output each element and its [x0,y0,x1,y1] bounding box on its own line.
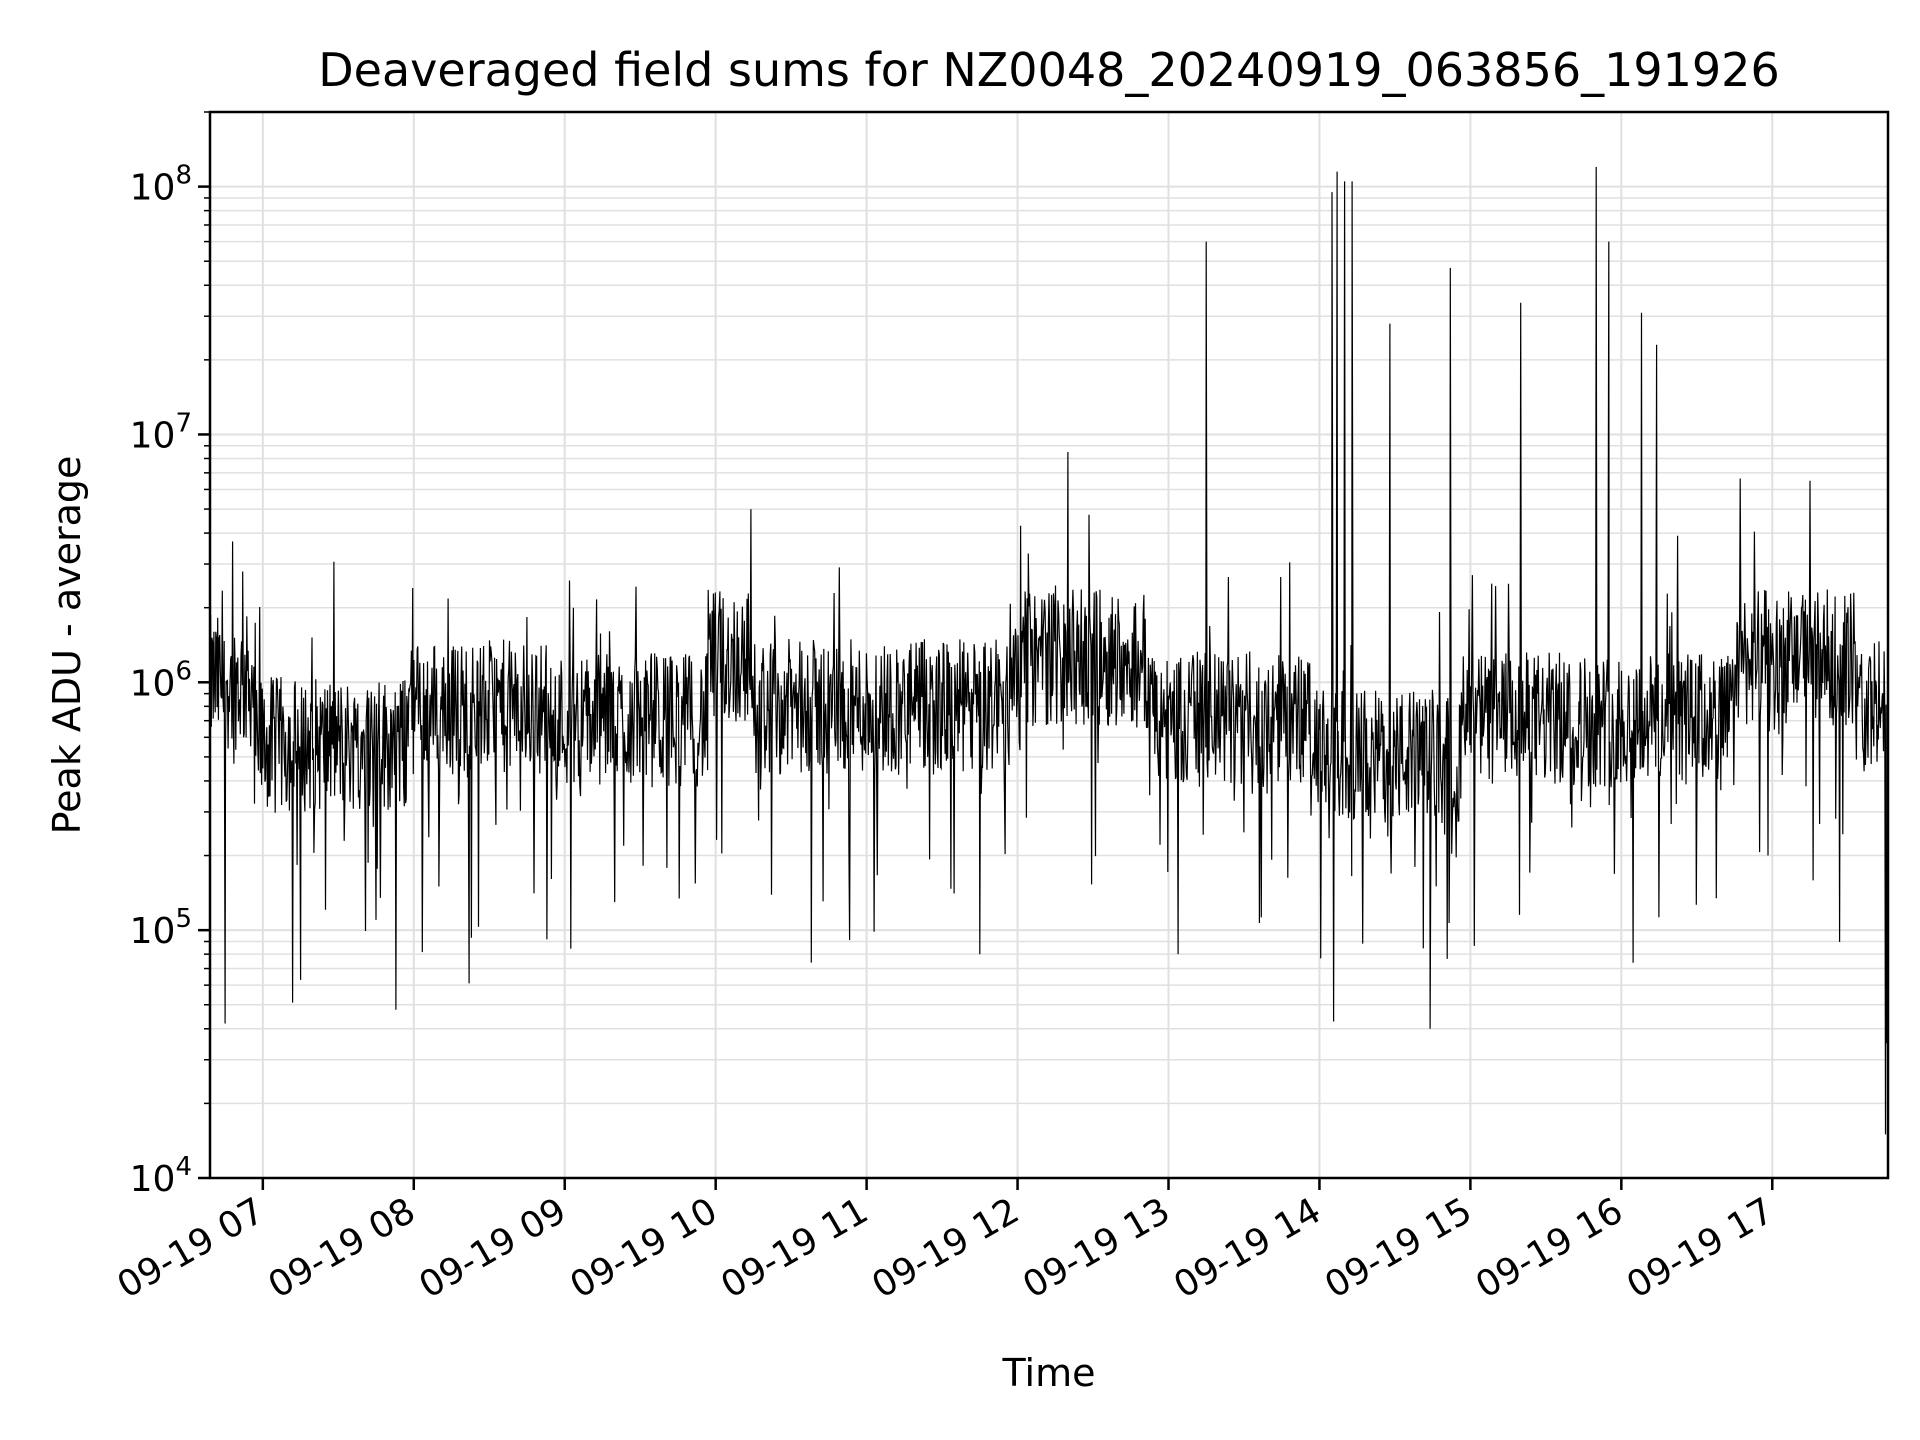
x-axis-label: Time [1002,1351,1096,1395]
y-tick-label: 108 [130,161,192,209]
y-tick-label: 104 [130,1152,192,1200]
y-tick-label: 106 [130,656,192,704]
chart-title: Deaveraged field sums for NZ0048_2024091… [318,43,1779,97]
y-axis-ticks: 104 105 106 107 108 [130,111,210,1200]
y-axis-label: Peak ADU - average [45,456,89,835]
data-series-line [209,166,1889,1135]
series-line [209,166,1889,1135]
plot-frame [208,110,1890,1180]
y-tick-label: 105 [130,904,192,952]
y-tick-label: 107 [130,408,192,456]
